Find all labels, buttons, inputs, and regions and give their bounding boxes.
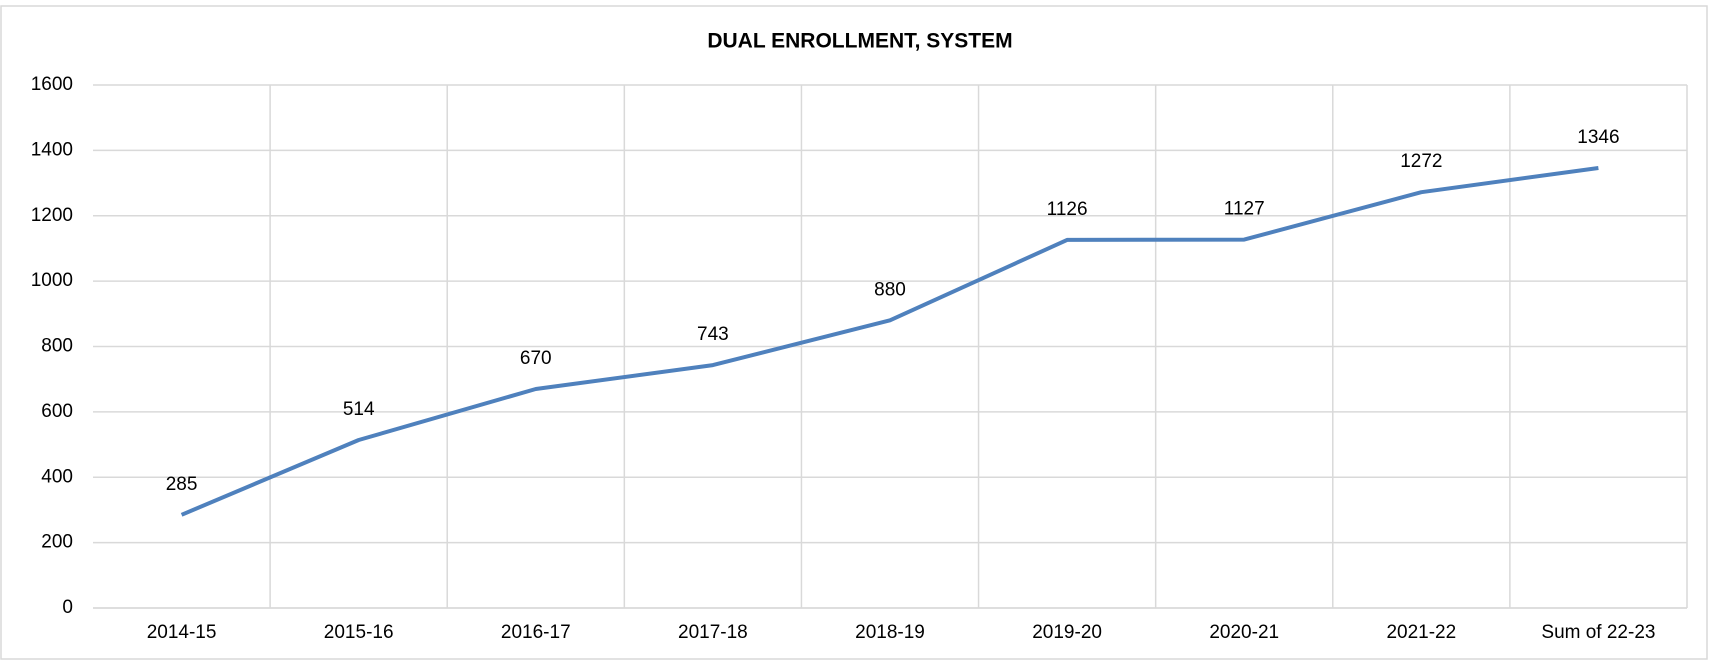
x-tick-label: 2016-17 [501, 622, 571, 643]
data-label: 285 [166, 474, 198, 495]
x-tick-label: 2014-15 [147, 622, 217, 643]
y-tick-label: 1200 [31, 205, 73, 226]
x-tick-label: 2019-20 [1032, 622, 1102, 643]
x-tick-label: 2015-16 [324, 622, 394, 643]
data-label: 743 [697, 324, 729, 345]
x-tick-label: Sum of 22-23 [1541, 622, 1655, 643]
x-tick-label: 2021-22 [1386, 622, 1456, 643]
y-tick-label: 1600 [31, 74, 73, 95]
data-label: 1126 [1047, 199, 1088, 220]
chart-title: DUAL ENROLLMENT, SYSTEM [707, 30, 1012, 53]
y-tick-label: 1400 [31, 139, 73, 160]
line-series [180, 166, 1599, 517]
data-label: 670 [520, 348, 552, 369]
x-tick-label: 2020-21 [1209, 622, 1279, 643]
x-tick-label: 2017-18 [678, 622, 748, 643]
data-label: 1346 [1577, 127, 1619, 148]
y-tick-label: 600 [41, 401, 73, 422]
data-label: 1272 [1400, 151, 1442, 172]
data-label: 514 [343, 399, 375, 420]
y-tick-label: 800 [41, 336, 73, 357]
data-label: 1127 [1224, 199, 1265, 220]
y-tick-label: 200 [41, 532, 73, 553]
y-tick-label: 0 [62, 597, 73, 618]
data-label: 880 [874, 279, 906, 300]
y-tick-label: 1000 [31, 270, 73, 291]
x-tick-label: 2018-19 [855, 622, 925, 643]
y-tick-label: 400 [41, 466, 73, 487]
chart-border [0, 5, 1708, 660]
